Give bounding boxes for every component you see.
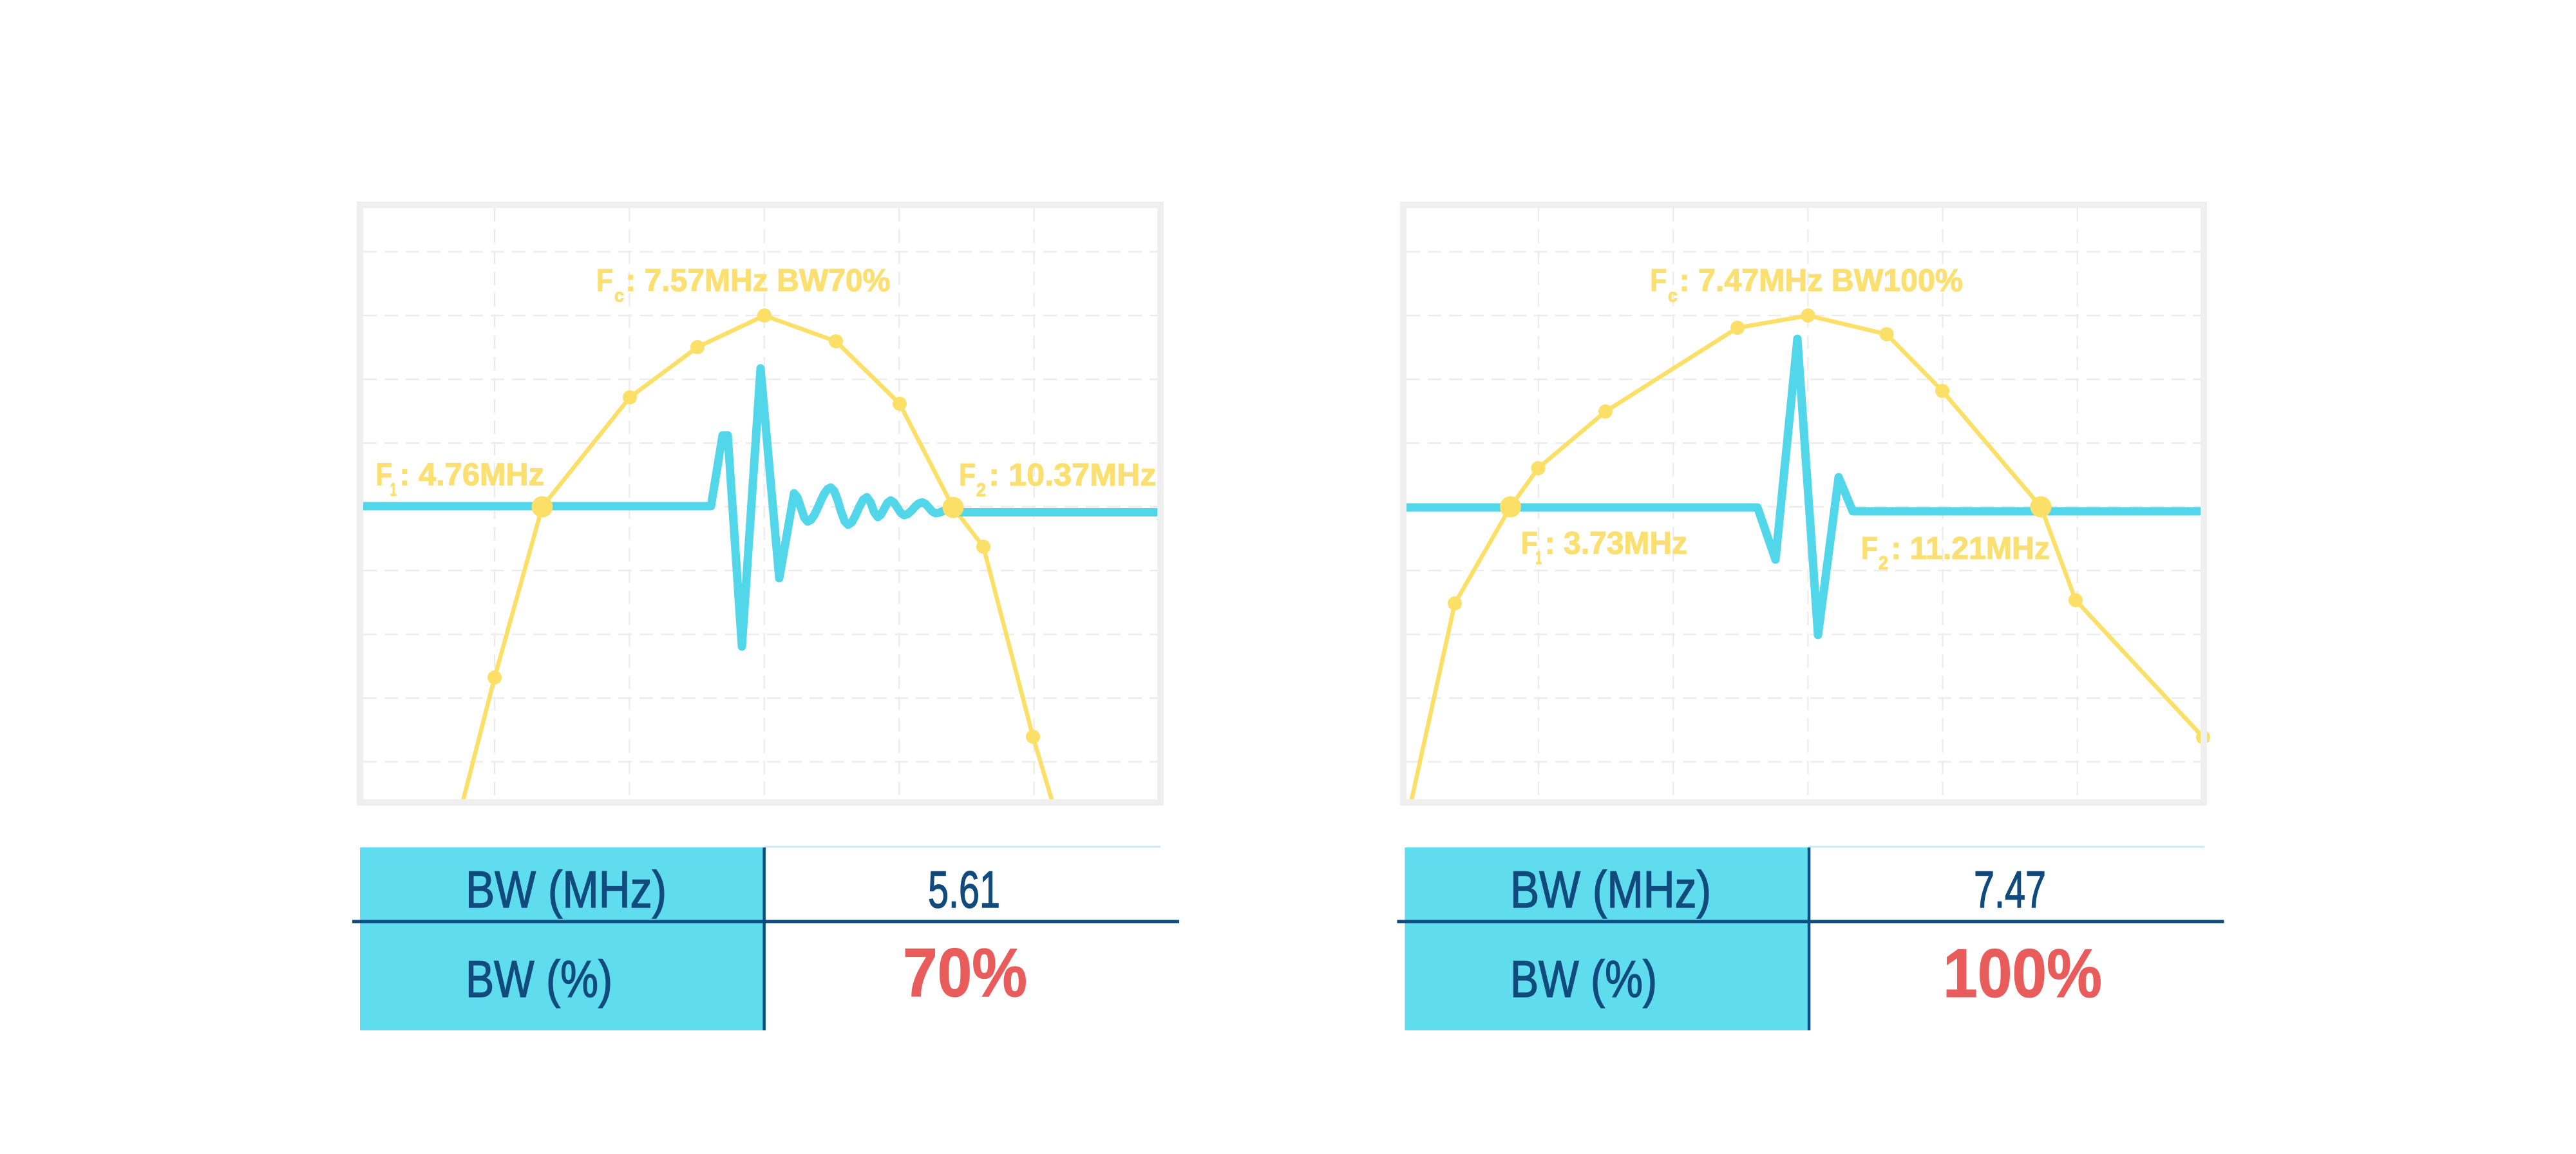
svg-text:7.47: 7.47 bbox=[1974, 861, 2046, 919]
svg-text:2: 2 bbox=[1879, 553, 1888, 574]
svg-text:F: F bbox=[1521, 526, 1538, 561]
svg-text:: 11.21MHz: : 11.21MHz bbox=[1891, 531, 2050, 566]
svg-text:: 7.47MHz BW100%: : 7.47MHz BW100% bbox=[1680, 263, 1963, 298]
svg-text:F: F bbox=[596, 263, 613, 298]
svg-text:100%: 100% bbox=[1943, 934, 2102, 1012]
svg-text:BW (%): BW (%) bbox=[466, 951, 612, 1008]
svg-text:BW (MHz): BW (MHz) bbox=[1510, 861, 1711, 919]
svg-text:70%: 70% bbox=[903, 934, 1027, 1011]
svg-text:5.61: 5.61 bbox=[928, 861, 1000, 919]
svg-text:: 3.73MHz: : 3.73MHz bbox=[1545, 526, 1687, 561]
svg-text:: 7.57MHz BW70%: : 7.57MHz BW70% bbox=[625, 263, 890, 298]
svg-text:: 10.37MHz: : 10.37MHz bbox=[989, 458, 1156, 493]
svg-text:c: c bbox=[1668, 286, 1678, 307]
svg-text:2: 2 bbox=[976, 480, 986, 500]
svg-text:c: c bbox=[614, 286, 624, 307]
svg-text:F: F bbox=[959, 458, 976, 493]
svg-text:BW (%): BW (%) bbox=[1510, 951, 1657, 1008]
svg-text:F: F bbox=[1650, 263, 1667, 298]
svg-text:F: F bbox=[1861, 531, 1878, 566]
svg-text:F: F bbox=[375, 458, 392, 493]
svg-text:1: 1 bbox=[390, 480, 397, 500]
svg-text:1: 1 bbox=[1535, 548, 1542, 569]
svg-text:BW (MHz): BW (MHz) bbox=[466, 861, 667, 919]
svg-text:: 4.76MHz: : 4.76MHz bbox=[399, 458, 544, 493]
